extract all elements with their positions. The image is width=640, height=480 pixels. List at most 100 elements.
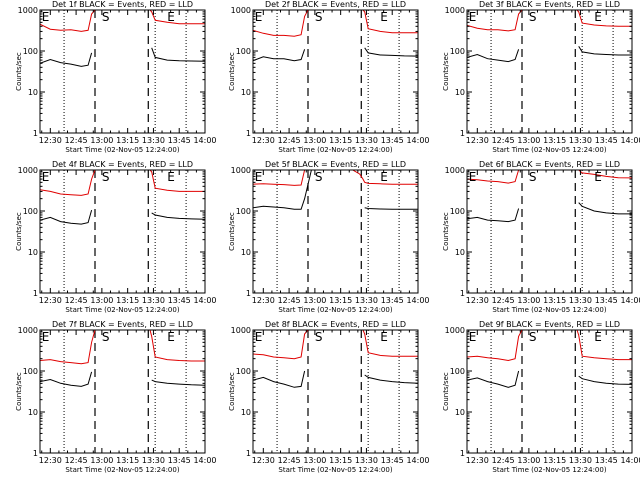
x-tick-label: 14:00 <box>406 136 429 145</box>
x-tick-label: 14:00 <box>620 296 640 305</box>
plot-frame <box>466 169 633 294</box>
series-group <box>467 10 632 63</box>
x-tick-label: 12:30 <box>39 296 62 305</box>
x-tick-label: 13:00 <box>90 296 113 305</box>
x-tick-label: 12:45 <box>492 296 515 305</box>
x-tick-label: 12:30 <box>252 296 275 305</box>
end-marker-label: E <box>42 10 50 24</box>
x-tick-label: 13:00 <box>90 136 113 145</box>
x-tick-label: 12:30 <box>39 136 62 145</box>
x-tick-label: 13:15 <box>543 136 566 145</box>
plot-frame <box>466 9 633 134</box>
x-axis-label: Start Time (02-Nov-05 12:24:00) <box>65 466 179 474</box>
x-tick-label: 12:45 <box>492 136 515 145</box>
end-marker-label: E <box>167 170 175 184</box>
x-tick-label: 14:00 <box>406 296 429 305</box>
y-tick-label: 100 <box>236 367 251 376</box>
y-tick-label: 10 <box>28 88 38 97</box>
y-tick-label: 10 <box>455 408 465 417</box>
x-tick-label: 13:45 <box>168 456 191 465</box>
series-line-events <box>364 47 418 57</box>
series-line-lld <box>467 330 632 362</box>
series-group <box>253 170 418 210</box>
x-tick-label: 13:30 <box>355 136 378 145</box>
series-line-events <box>151 47 205 62</box>
panel-title: Det 2f BLACK = Events, RED = LLD <box>265 0 406 9</box>
x-tick-label: 13:00 <box>303 296 326 305</box>
x-tick-label: 13:45 <box>381 296 404 305</box>
series-group <box>467 330 632 388</box>
series-group <box>253 330 418 388</box>
y-tick-label: 10 <box>28 248 38 257</box>
end-marker-label: E <box>255 170 263 184</box>
x-axis-label: Start Time (02-Nov-05 12:24:00) <box>278 306 392 314</box>
y-tick-label: 1000 <box>445 6 465 15</box>
series-line-events <box>40 52 93 67</box>
series-line-lld <box>253 330 418 360</box>
x-tick-label: 12:30 <box>252 136 275 145</box>
y-tick-label: 10 <box>455 248 465 257</box>
y-tick-label: 1000 <box>18 166 38 175</box>
end-marker-label: E <box>469 330 477 344</box>
y-tick-label: 100 <box>236 207 251 216</box>
x-axis-label: Start Time (02-Nov-05 12:24:00) <box>492 306 606 314</box>
x-axis-label: Start Time (02-Nov-05 12:24:00) <box>492 146 606 154</box>
y-tick-label: 1 <box>246 449 251 458</box>
y-axis-label: Counts/sec <box>15 212 23 251</box>
x-tick-label: 12:45 <box>65 456 88 465</box>
series-line-lld <box>253 170 418 186</box>
x-tick-label: 13:45 <box>168 296 191 305</box>
start-marker-label: S <box>529 10 537 24</box>
y-tick-label: 100 <box>23 207 38 216</box>
y-tick-label: 1000 <box>231 166 251 175</box>
y-axis-label: Counts/sec <box>228 372 236 411</box>
end-marker-label: E <box>42 170 50 184</box>
x-tick-label: 14:00 <box>193 456 216 465</box>
start-marker-label: S <box>102 330 110 344</box>
x-tick-label: 14:00 <box>193 296 216 305</box>
end-marker-label: E <box>469 10 477 24</box>
y-tick-label: 100 <box>450 367 465 376</box>
y-tick-label: 10 <box>455 88 465 97</box>
x-tick-label: 13:15 <box>329 296 352 305</box>
panel-title: Det 7f BLACK = Events, RED = LLD <box>52 320 193 329</box>
y-axis-label: Counts/sec <box>442 372 450 411</box>
series-group <box>253 10 418 62</box>
series-line-events <box>364 207 418 210</box>
plot-frame <box>252 169 419 294</box>
x-tick-label: 13:30 <box>355 456 378 465</box>
x-tick-label: 13:00 <box>517 296 540 305</box>
series-line-lld <box>40 330 205 365</box>
end-marker-label: E <box>469 170 477 184</box>
y-tick-label: 1 <box>33 129 38 138</box>
x-tick-label: 12:45 <box>278 296 301 305</box>
panel-title: Det 6f BLACK = Events, RED = LLD <box>479 160 620 169</box>
x-tick-label: 13:00 <box>303 456 326 465</box>
y-tick-label: 1000 <box>18 6 38 15</box>
series-line-events <box>151 379 205 386</box>
y-tick-label: 1000 <box>445 166 465 175</box>
end-marker-label: E <box>380 170 388 184</box>
x-tick-label: 12:30 <box>39 456 62 465</box>
end-marker-label: E <box>255 330 263 344</box>
series-line-events <box>578 375 632 385</box>
start-marker-label: S <box>315 330 323 344</box>
panel-title: Det 4f BLACK = Events, RED = LLD <box>52 160 193 169</box>
end-marker-label: E <box>380 10 388 24</box>
series-line-events <box>467 208 520 223</box>
x-tick-label: 13:30 <box>569 456 592 465</box>
y-axis-label: Counts/sec <box>228 212 236 251</box>
x-tick-label: 12:30 <box>466 456 489 465</box>
series-group <box>40 10 205 67</box>
x-tick-label: 13:15 <box>116 136 139 145</box>
x-tick-label: 13:30 <box>569 296 592 305</box>
y-tick-label: 100 <box>450 207 465 216</box>
y-tick-label: 10 <box>28 408 38 417</box>
series-line-events <box>40 371 93 387</box>
x-tick-label: 13:00 <box>90 456 113 465</box>
